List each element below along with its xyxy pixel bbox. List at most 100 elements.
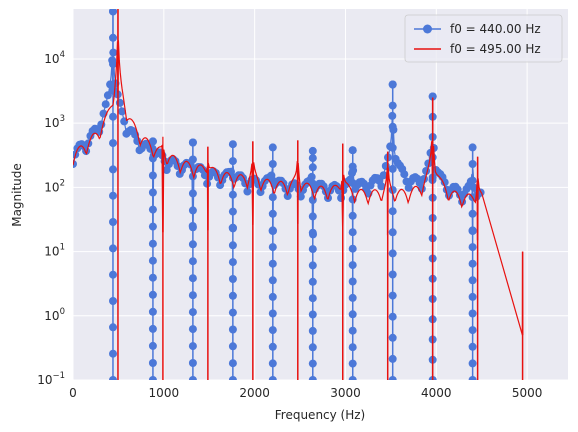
data-point [109, 48, 118, 57]
y-tick-label: 100 [44, 307, 65, 323]
peak-point [109, 349, 117, 358]
peak-point [348, 261, 357, 270]
peak-point [308, 359, 317, 368]
x-tick-label: 0 [69, 386, 77, 400]
y-tick-labels: 10−1 100 101 102 103 104 [37, 50, 65, 387]
peak-point [228, 140, 237, 149]
data-point [379, 171, 388, 180]
peak-point [228, 275, 237, 283]
peak-point [348, 310, 357, 319]
peak-point [388, 312, 397, 321]
peak-point [188, 223, 197, 232]
peak-point [148, 341, 157, 350]
peak-point [308, 376, 317, 380]
peak-point [268, 359, 277, 368]
peak-point [188, 376, 197, 380]
peak-point [188, 274, 197, 283]
peak-point [308, 179, 317, 188]
x-tick-label: 3000 [330, 386, 361, 400]
peak-point [109, 139, 117, 148]
data-point [308, 154, 317, 163]
peak-point [109, 244, 117, 253]
peak-point [268, 342, 277, 351]
peak-point [109, 297, 117, 305]
peak-point [268, 243, 277, 252]
peak-point [348, 343, 357, 352]
peak-point [388, 270, 397, 279]
peak-point [188, 291, 197, 300]
peak-point [388, 101, 397, 110]
peak-point [468, 160, 477, 168]
peak-point [268, 309, 277, 318]
peak-point [188, 359, 197, 367]
peak-point [268, 376, 277, 380]
peak-point [468, 309, 477, 318]
x-tick-label: 1000 [149, 386, 180, 400]
y-tick-label: 103 [44, 114, 65, 130]
series-layer [73, 9, 524, 380]
legend-box [404, 14, 563, 63]
peak-point [228, 359, 237, 368]
peak-point [468, 176, 477, 185]
peak-point [228, 173, 237, 182]
peak-point [268, 276, 277, 285]
peak-point [228, 258, 237, 267]
peak-point [348, 244, 357, 253]
plot-background [73, 9, 568, 380]
peak-point [148, 324, 157, 333]
peak-point [148, 154, 157, 163]
peak-point [308, 146, 317, 155]
peak-point [268, 193, 277, 202]
y-tick-label: 102 [44, 178, 65, 194]
peak-point [428, 92, 437, 101]
peak-point [348, 359, 357, 368]
x-tick-label: 5000 [512, 386, 543, 400]
peak-point [188, 257, 197, 266]
x-tick-labels: 0 1000 2000 3000 4000 5000 [69, 386, 542, 400]
data-point [120, 117, 129, 126]
peak-point [468, 226, 477, 235]
peak-point [228, 224, 237, 233]
peak-point [148, 256, 157, 265]
peak-point [308, 310, 317, 319]
peak-point [268, 326, 277, 335]
peak-point [228, 207, 237, 216]
peak-point [109, 191, 117, 200]
peak-point [148, 273, 157, 282]
peak-point [388, 164, 397, 173]
peak-point [228, 291, 237, 300]
peak-point [148, 205, 157, 214]
data-point [404, 183, 413, 192]
x-tick-label: 4000 [421, 386, 452, 400]
peak-point [468, 342, 477, 351]
peak-point [188, 325, 197, 334]
peak-point [308, 212, 317, 221]
data-point [243, 187, 252, 196]
data-point [377, 182, 386, 191]
series-line-1 [73, 9, 524, 336]
peak-point [109, 60, 117, 69]
peak-point [308, 245, 317, 254]
peak-point [228, 308, 237, 317]
peak-point [348, 211, 357, 220]
data-point [424, 159, 433, 168]
peak-point [308, 163, 317, 172]
peak-point [228, 157, 237, 166]
peak-point [148, 239, 157, 248]
peak-point [148, 171, 157, 180]
peak-point [109, 33, 117, 42]
peak-point [109, 218, 117, 226]
data-point [388, 111, 397, 120]
peak-point [148, 290, 157, 299]
peak-point [348, 179, 357, 187]
peak-point [388, 207, 397, 216]
peak-point [468, 209, 477, 218]
peak-point [228, 241, 237, 250]
y-tick-label: 101 [44, 243, 65, 259]
peak-point [348, 277, 357, 286]
peak-point [308, 326, 317, 335]
peak-point [188, 138, 197, 147]
y-axis-label: Magnitude [10, 163, 24, 227]
peak-point [109, 9, 117, 16]
